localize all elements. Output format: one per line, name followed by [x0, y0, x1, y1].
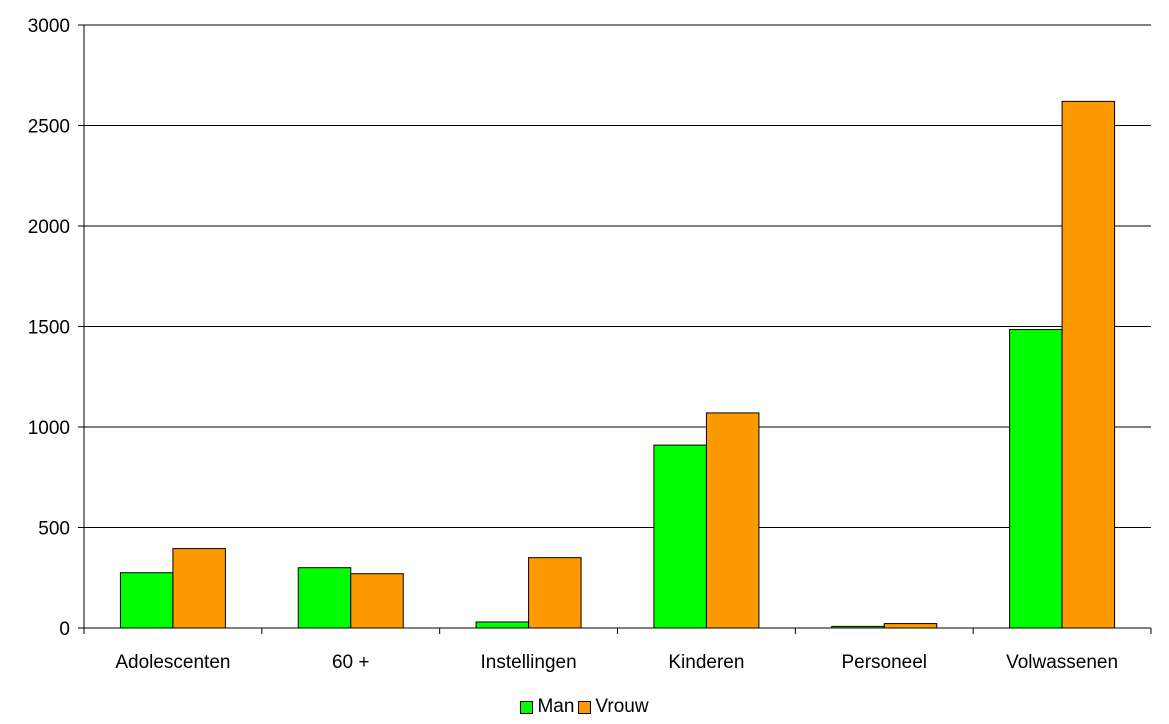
- bar-vrouw: [883, 623, 938, 629]
- y-tick-label: 500: [38, 519, 70, 540]
- bar-chart: 0 500 1000 1500 2000 2500 3000 Adolescenten 60 …: [28, 16, 1152, 673]
- legend: Man Vrouw: [0, 696, 1169, 718]
- x-axis-ticks: Adolescenten 60 + Instellingen Kinderen Pers…: [115, 652, 1118, 673]
- bar-man: [831, 625, 885, 629]
- bar-man: [475, 621, 530, 629]
- bar-man: [653, 444, 707, 629]
- y-tick-label: 2000: [28, 217, 70, 238]
- y-tick-label: 2500: [28, 117, 70, 138]
- bar-man: [119, 572, 174, 629]
- x-tick-label: 60 +: [332, 652, 370, 673]
- y-tick-label: 1500: [28, 318, 70, 339]
- x-tick-label: Volwassenen: [1006, 652, 1118, 673]
- y-tick-label: 3000: [28, 16, 70, 37]
- x-tick-label: Adolescenten: [115, 652, 230, 673]
- x-tick-label: Instellingen: [481, 652, 577, 673]
- y-tick-label: 1000: [28, 418, 70, 439]
- bar-vrouw: [172, 548, 226, 629]
- bar-vrouw: [528, 557, 582, 629]
- x-tick-label: Personeel: [841, 652, 927, 673]
- bar-vrouw: [705, 412, 760, 629]
- y-tick-label: 0: [59, 619, 70, 640]
- y-axis-ticks: 0 500 1000 1500 2000 2500 3000: [28, 16, 70, 640]
- legend-label-man: Man: [537, 696, 575, 717]
- bar-man: [297, 567, 352, 629]
- legend-item-vrouw: Vrouw: [578, 696, 649, 718]
- bars: [119, 100, 1116, 629]
- legend-item-man: Man: [520, 696, 574, 718]
- legend-swatch-man: [520, 700, 534, 714]
- legend-swatch-vrouw: [578, 700, 592, 714]
- axes: [83, 25, 1152, 634]
- bar-vrouw: [1061, 100, 1116, 629]
- x-tick-label: Kinderen: [668, 652, 744, 673]
- bar-man: [1009, 329, 1063, 629]
- legend-label-vrouw: Vrouw: [595, 696, 649, 717]
- gridlines: [78, 24, 1151, 629]
- bar-vrouw: [350, 573, 404, 629]
